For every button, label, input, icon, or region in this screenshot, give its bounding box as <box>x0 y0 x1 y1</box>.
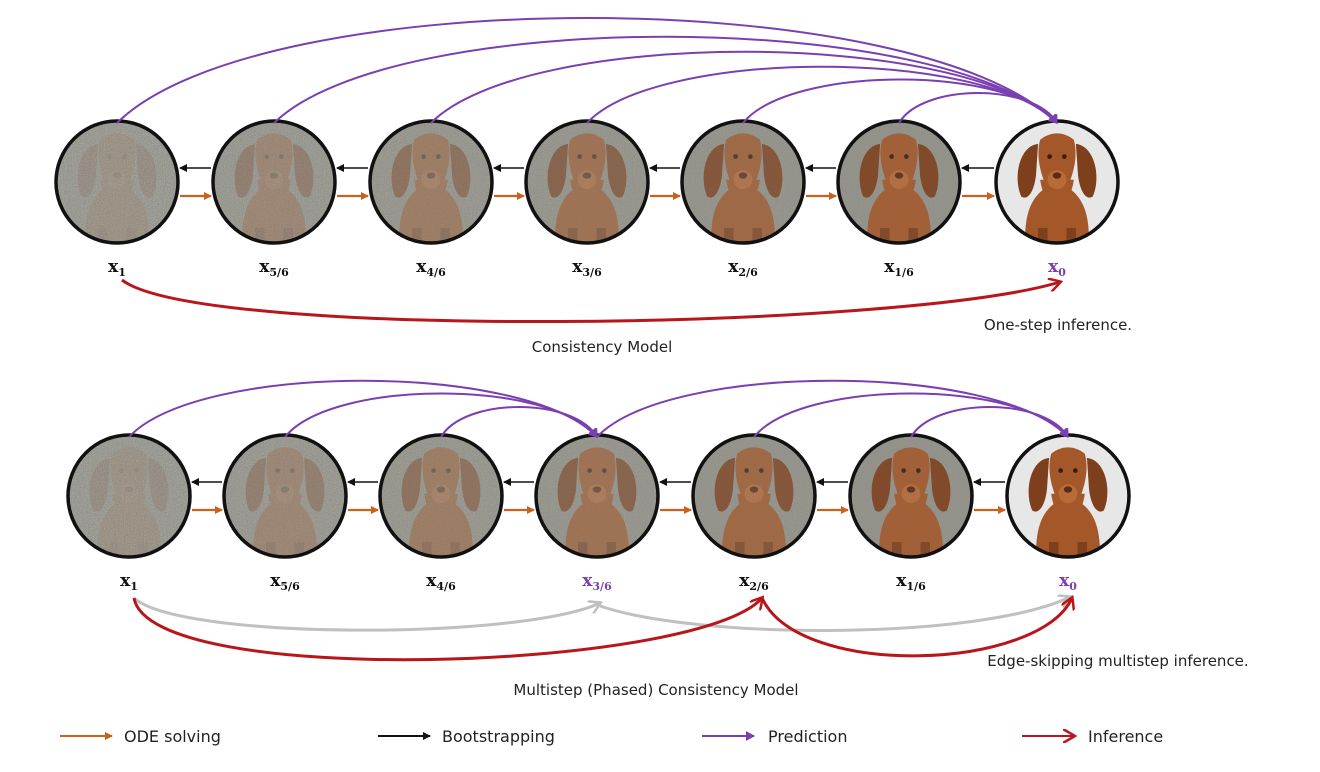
dog-figure <box>401 447 481 556</box>
bottom-label-1: x5/6 <box>270 571 300 593</box>
bottom-inference-arc-0 <box>132 598 762 662</box>
bottom-prediction-arc-a0 <box>128 379 598 438</box>
top-node-1-border <box>211 119 337 245</box>
top-node-0-border <box>54 119 180 245</box>
top-prediction-arc-5 <box>898 92 1058 124</box>
top-prediction-arc-3 <box>586 65 1058 124</box>
legend-bootstrap-label: Bootstrapping <box>442 727 555 746</box>
bottom-note: Edge-skipping multistep inference. <box>987 652 1248 670</box>
top-caption: Consistency Model <box>532 338 673 356</box>
legend-inference-label: Inference <box>1088 727 1163 746</box>
legend-ode-label: ODE solving <box>124 727 221 746</box>
dog-figure <box>714 447 794 556</box>
bottom-prediction-arc-a1 <box>284 392 598 438</box>
bottom-node-0-border <box>66 433 192 559</box>
top-label-5: x1/6 <box>884 257 914 279</box>
dog-figure <box>245 447 325 556</box>
bottom-skip-arc-1 <box>599 597 1070 632</box>
dog-figure <box>557 447 637 556</box>
top-prediction-arc-4 <box>742 78 1058 124</box>
bottom-node-4-border <box>691 433 817 559</box>
bottom-node-5-border <box>848 433 974 559</box>
bottom-label-2: x4/6 <box>426 571 456 593</box>
consistency-model-row: x1 x5/6 x4/6 x3/6 x2/6 x1/6 x0 <box>54 17 1120 324</box>
bottom-label-3: x3/6 <box>582 571 612 593</box>
dog-figure <box>871 447 951 556</box>
legend-prediction-label: Prediction <box>768 727 847 746</box>
bottom-prediction-arc-b0 <box>596 379 1069 438</box>
top-note: One-step inference. <box>984 316 1132 334</box>
bottom-prediction-arc-a2 <box>440 406 598 438</box>
top-node-5-border <box>836 119 962 245</box>
phased-consistency-model-row: x1 x5/6 x4/6 x3/6 x2/6 x1/6 x0 <box>66 379 1131 662</box>
top-label-6: x0 <box>1048 257 1066 279</box>
bottom-node-1-border <box>222 433 348 559</box>
dog-figure <box>234 133 314 242</box>
bottom-caption: Multistep (Phased) Consistency Model <box>513 681 798 699</box>
bottom-skip-arc-0 <box>132 596 600 632</box>
top-label-4: x2/6 <box>728 257 758 279</box>
top-node-3-border <box>524 119 650 245</box>
bottom-label-4: x2/6 <box>739 571 769 593</box>
top-prediction-arc-1 <box>273 35 1058 124</box>
dog-figure <box>703 133 783 242</box>
top-label-0: x1 <box>108 257 126 279</box>
bottom-prediction-arc-b2 <box>910 406 1069 438</box>
top-label-3: x3/6 <box>572 257 602 279</box>
bottom-label-6: x0 <box>1059 571 1077 593</box>
dog-figure <box>859 133 939 242</box>
dog-figure <box>547 133 627 242</box>
dog-figure <box>1017 133 1097 242</box>
top-prediction-arc-0 <box>116 17 1058 124</box>
dog-figure <box>1028 447 1108 556</box>
bottom-label-0: x1 <box>120 571 138 593</box>
top-label-1: x5/6 <box>259 257 289 279</box>
top-label-2: x4/6 <box>416 257 446 279</box>
top-node-4-border <box>680 119 806 245</box>
dog-figure <box>89 447 169 556</box>
top-prediction-arc-2 <box>430 50 1058 124</box>
dog-figure <box>391 133 471 242</box>
legend: ODE solving Bootstrapping Prediction Inf… <box>60 727 1163 746</box>
top-inference-arc <box>121 280 1060 324</box>
bottom-node-2-border <box>378 433 504 559</box>
bottom-inference-arc-1 <box>760 598 1072 658</box>
dog-figure <box>77 133 157 242</box>
top-node-2-border <box>368 119 494 245</box>
bottom-prediction-arc-b1 <box>753 392 1069 438</box>
bottom-label-5: x1/6 <box>896 571 926 593</box>
